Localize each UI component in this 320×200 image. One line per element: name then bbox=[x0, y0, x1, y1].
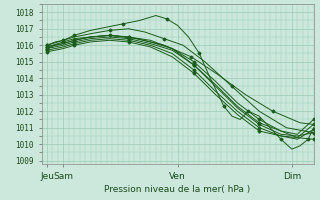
X-axis label: Pression niveau de la mer( hPa ): Pression niveau de la mer( hPa ) bbox=[104, 185, 251, 194]
